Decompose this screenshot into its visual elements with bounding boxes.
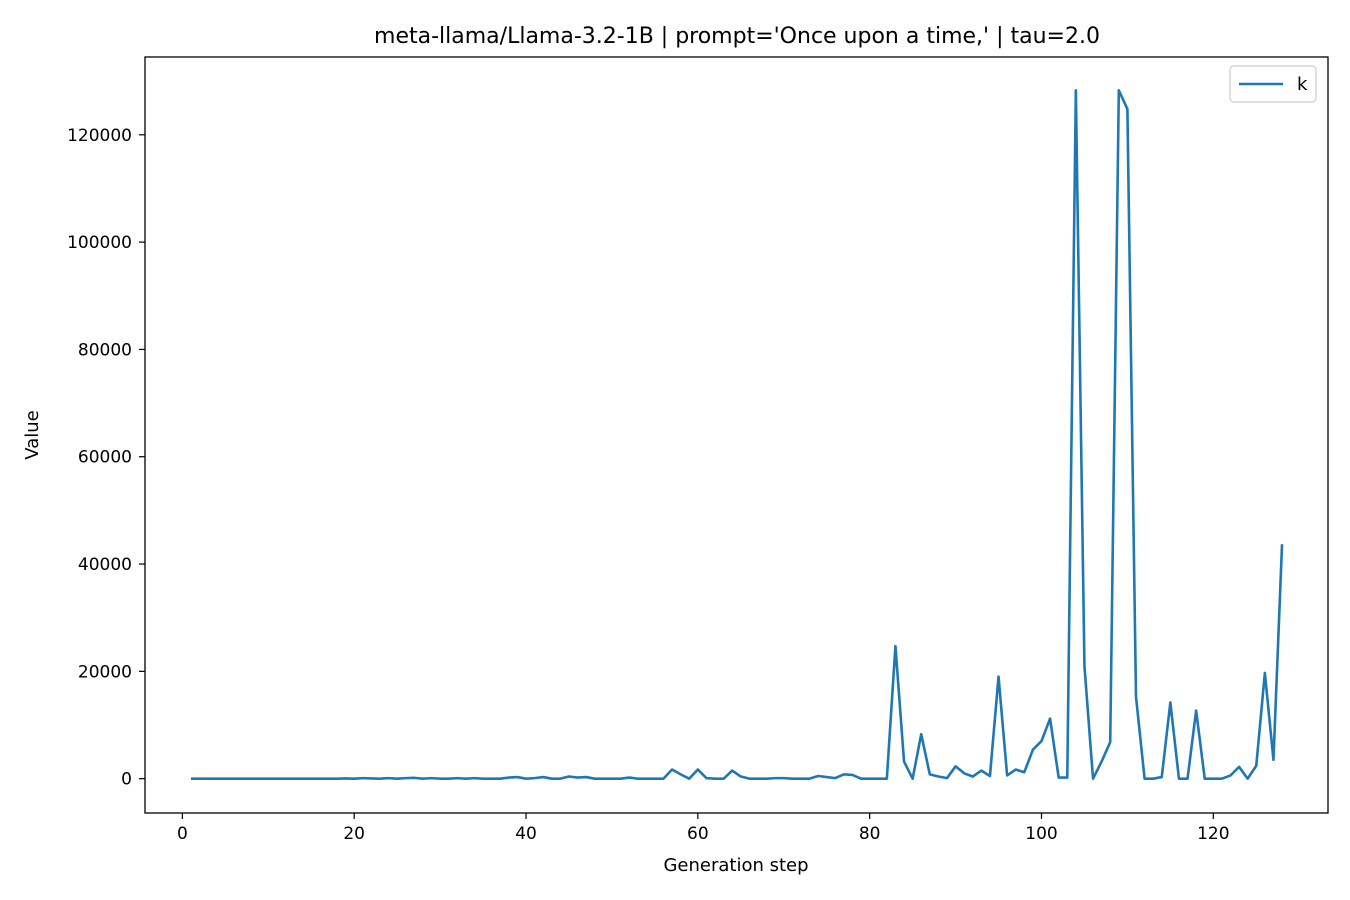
legend: k [1229, 65, 1317, 103]
y-tick-label: 0 [121, 770, 132, 790]
chart-title: meta-llama/Llama-3.2-1B | prompt='Once u… [374, 24, 1100, 49]
x-tick-label: 100 [1025, 824, 1057, 844]
y-tick-label: 40000 [78, 555, 132, 575]
y-tick-label: 120000 [67, 126, 132, 146]
y-tick-label: 100000 [67, 233, 132, 253]
series-k-line [190, 88, 1284, 780]
y-axis-ticks: 0 20000 40000 60000 80000 100000 120000 [67, 126, 145, 790]
x-tick-label: 80 [859, 824, 881, 844]
legend-label-k: k [1297, 74, 1308, 95]
x-axis-label: Generation step [663, 855, 808, 876]
x-axis-ticks: 0 20 40 60 80 100 120 [177, 813, 1230, 844]
x-tick-label: 0 [177, 824, 188, 844]
y-tick-label: 20000 [78, 662, 132, 682]
x-tick-label: 40 [515, 824, 537, 844]
y-tick-label: 80000 [78, 340, 132, 360]
x-tick-label: 60 [687, 824, 709, 844]
y-tick-label: 60000 [78, 448, 132, 468]
plot-area-frame [144, 56, 1329, 814]
x-tick-label: 120 [1197, 824, 1229, 844]
y-axis-label: Value [22, 410, 43, 459]
x-tick-label: 20 [343, 824, 365, 844]
